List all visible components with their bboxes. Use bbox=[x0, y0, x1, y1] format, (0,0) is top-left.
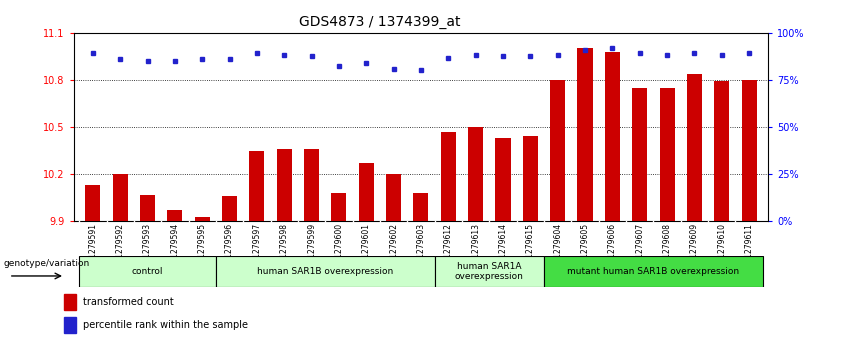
Text: mutant human SAR1B overexpression: mutant human SAR1B overexpression bbox=[568, 267, 740, 276]
Text: GSM1279601: GSM1279601 bbox=[362, 223, 371, 274]
Bar bbox=[194, 217, 210, 221]
Bar bbox=[660, 88, 674, 221]
Bar bbox=[550, 80, 565, 221]
Text: GSM1279603: GSM1279603 bbox=[417, 223, 425, 274]
Bar bbox=[63, 294, 76, 310]
Bar bbox=[577, 48, 593, 221]
Text: GSM1279610: GSM1279610 bbox=[717, 223, 727, 274]
Text: GSM1279593: GSM1279593 bbox=[143, 223, 152, 274]
Text: GSM1279596: GSM1279596 bbox=[225, 223, 234, 274]
Bar bbox=[441, 132, 456, 221]
Text: genotype/variation: genotype/variation bbox=[3, 259, 90, 268]
Text: GSM1279615: GSM1279615 bbox=[526, 223, 535, 274]
Bar bbox=[523, 136, 538, 221]
Text: GSM1279614: GSM1279614 bbox=[498, 223, 508, 274]
Bar bbox=[687, 74, 702, 221]
Bar bbox=[168, 211, 182, 221]
Text: GSM1279591: GSM1279591 bbox=[89, 223, 97, 274]
Bar bbox=[140, 195, 155, 221]
Text: GSM1279611: GSM1279611 bbox=[745, 223, 753, 274]
Text: control: control bbox=[132, 267, 163, 276]
Text: GSM1279613: GSM1279613 bbox=[471, 223, 480, 274]
Bar bbox=[216, 256, 435, 287]
Text: GSM1279600: GSM1279600 bbox=[334, 223, 344, 274]
Bar bbox=[544, 256, 763, 287]
Bar bbox=[496, 138, 510, 221]
Text: GSM1279605: GSM1279605 bbox=[581, 223, 589, 274]
Text: human SAR1B overexpression: human SAR1B overexpression bbox=[257, 267, 393, 276]
Text: GSM1279602: GSM1279602 bbox=[389, 223, 398, 274]
Text: GSM1279598: GSM1279598 bbox=[279, 223, 289, 274]
Text: GSM1279606: GSM1279606 bbox=[608, 223, 617, 274]
Title: GDS4873 / 1374399_at: GDS4873 / 1374399_at bbox=[299, 15, 460, 29]
Text: GSM1279607: GSM1279607 bbox=[635, 223, 644, 274]
Bar bbox=[249, 151, 265, 221]
Bar bbox=[468, 127, 483, 221]
Bar bbox=[113, 174, 128, 221]
Bar bbox=[632, 88, 648, 221]
Bar bbox=[222, 196, 237, 221]
Bar bbox=[413, 193, 429, 221]
Bar bbox=[358, 163, 374, 221]
Bar bbox=[85, 185, 101, 221]
Text: GSM1279597: GSM1279597 bbox=[253, 223, 261, 274]
Text: GSM1279594: GSM1279594 bbox=[170, 223, 180, 274]
Bar bbox=[332, 193, 346, 221]
Bar bbox=[605, 52, 620, 221]
Bar bbox=[435, 256, 544, 287]
Text: GSM1279612: GSM1279612 bbox=[444, 223, 453, 274]
Bar bbox=[304, 149, 319, 221]
Bar bbox=[79, 256, 216, 287]
Bar bbox=[386, 174, 401, 221]
Text: GSM1279608: GSM1279608 bbox=[662, 223, 672, 274]
Bar bbox=[714, 81, 729, 221]
Text: human SAR1A
overexpression: human SAR1A overexpression bbox=[455, 262, 523, 281]
Text: GSM1279609: GSM1279609 bbox=[690, 223, 699, 274]
Text: percentile rank within the sample: percentile rank within the sample bbox=[83, 320, 248, 330]
Bar bbox=[277, 149, 292, 221]
Text: GSM1279604: GSM1279604 bbox=[553, 223, 562, 274]
Text: GSM1279599: GSM1279599 bbox=[307, 223, 316, 274]
Bar bbox=[741, 80, 757, 221]
Text: GSM1279595: GSM1279595 bbox=[198, 223, 207, 274]
Bar bbox=[63, 317, 76, 333]
Text: GSM1279592: GSM1279592 bbox=[115, 223, 125, 274]
Text: transformed count: transformed count bbox=[83, 297, 174, 307]
